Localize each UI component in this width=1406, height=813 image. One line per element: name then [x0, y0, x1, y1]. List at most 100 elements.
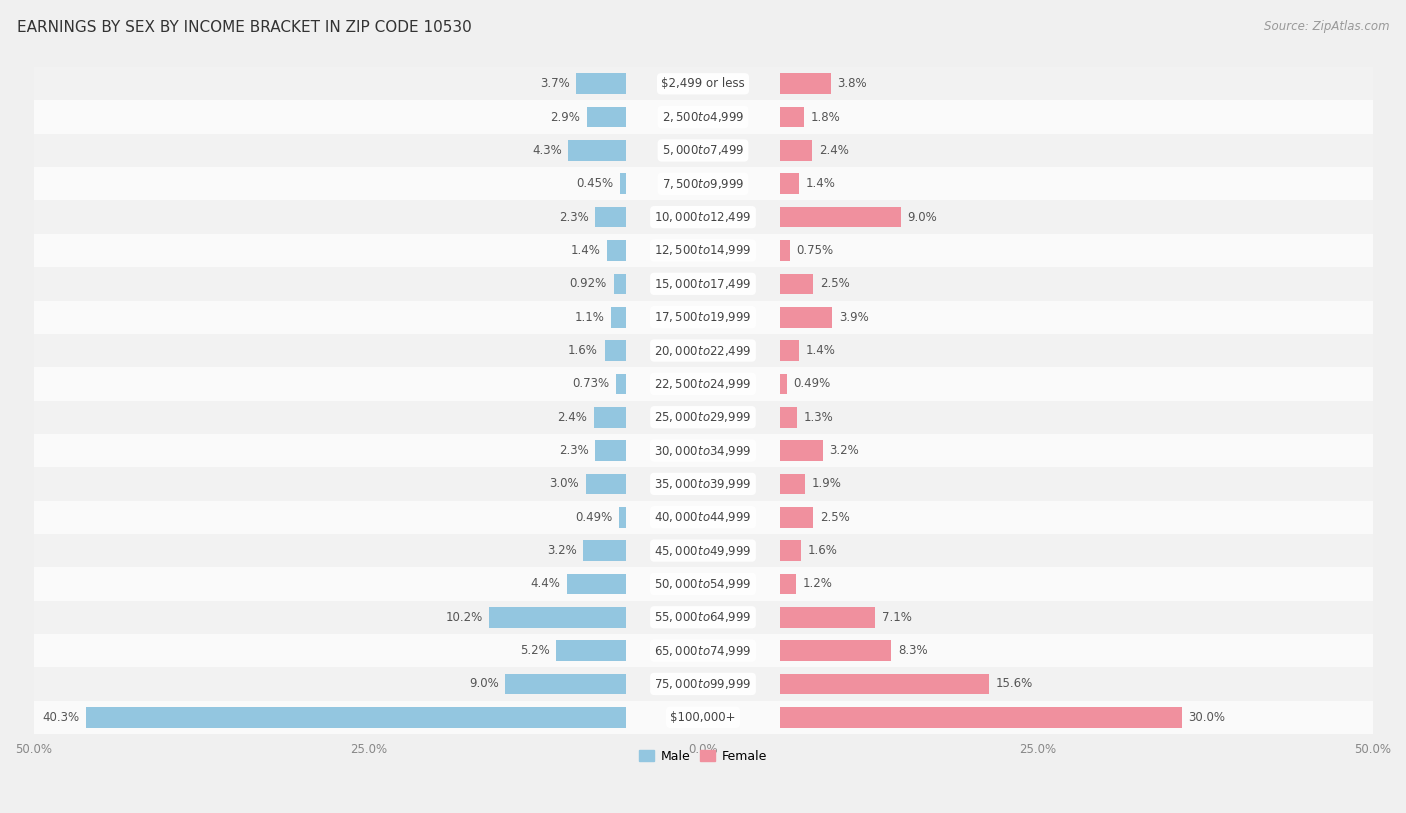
- Bar: [588, 107, 626, 128]
- Text: 3.9%: 3.9%: [839, 311, 869, 324]
- Text: Source: ZipAtlas.com: Source: ZipAtlas.com: [1264, 20, 1389, 33]
- Text: $100,000+: $100,000+: [671, 711, 735, 724]
- Bar: [780, 173, 799, 194]
- Bar: [34, 201, 1372, 234]
- Text: 3.8%: 3.8%: [838, 77, 868, 90]
- Text: 1.3%: 1.3%: [804, 411, 834, 424]
- Bar: [780, 506, 814, 528]
- Bar: [780, 73, 831, 94]
- Legend: Male, Female: Male, Female: [634, 745, 772, 768]
- Bar: [780, 240, 790, 261]
- Text: $30,000 to $34,999: $30,000 to $34,999: [654, 444, 752, 458]
- Bar: [489, 607, 626, 628]
- Text: 3.0%: 3.0%: [550, 477, 579, 490]
- Text: 0.49%: 0.49%: [793, 377, 831, 390]
- Text: $40,000 to $44,999: $40,000 to $44,999: [654, 511, 752, 524]
- Bar: [34, 601, 1372, 634]
- Text: 1.1%: 1.1%: [575, 311, 605, 324]
- Bar: [34, 701, 1372, 734]
- Bar: [34, 234, 1372, 267]
- Text: $75,000 to $99,999: $75,000 to $99,999: [654, 677, 752, 691]
- Text: 2.5%: 2.5%: [820, 511, 849, 524]
- Bar: [780, 674, 988, 694]
- Bar: [34, 434, 1372, 467]
- Text: $12,500 to $14,999: $12,500 to $14,999: [654, 244, 752, 258]
- Text: 40.3%: 40.3%: [42, 711, 80, 724]
- Bar: [34, 501, 1372, 534]
- Bar: [34, 101, 1372, 134]
- Bar: [586, 473, 626, 494]
- Bar: [34, 667, 1372, 701]
- Bar: [605, 340, 626, 361]
- Bar: [34, 634, 1372, 667]
- Bar: [595, 440, 626, 461]
- Text: 2.3%: 2.3%: [558, 444, 589, 457]
- Text: 8.3%: 8.3%: [898, 644, 928, 657]
- Text: 2.3%: 2.3%: [558, 211, 589, 224]
- Bar: [780, 273, 814, 294]
- Bar: [34, 134, 1372, 167]
- Bar: [780, 541, 801, 561]
- Text: 0.49%: 0.49%: [575, 511, 613, 524]
- Bar: [576, 73, 626, 94]
- Bar: [616, 373, 626, 394]
- Text: 1.6%: 1.6%: [568, 344, 598, 357]
- Text: $20,000 to $22,499: $20,000 to $22,499: [654, 344, 752, 358]
- Bar: [620, 506, 626, 528]
- Text: 5.2%: 5.2%: [520, 644, 550, 657]
- Text: $2,500 to $4,999: $2,500 to $4,999: [662, 110, 744, 124]
- Text: 0.73%: 0.73%: [572, 377, 610, 390]
- Text: 9.0%: 9.0%: [470, 677, 499, 690]
- Text: 1.4%: 1.4%: [806, 344, 835, 357]
- Text: $15,000 to $17,499: $15,000 to $17,499: [654, 277, 752, 291]
- Text: 10.2%: 10.2%: [446, 611, 482, 624]
- Text: 1.8%: 1.8%: [811, 111, 841, 124]
- Bar: [780, 574, 796, 594]
- Bar: [607, 240, 626, 261]
- Text: 3.2%: 3.2%: [830, 444, 859, 457]
- Text: 1.2%: 1.2%: [803, 577, 832, 590]
- Bar: [593, 406, 626, 428]
- Bar: [595, 207, 626, 228]
- Text: 3.2%: 3.2%: [547, 544, 576, 557]
- Text: $22,500 to $24,999: $22,500 to $24,999: [654, 377, 752, 391]
- Bar: [780, 440, 823, 461]
- Text: $25,000 to $29,999: $25,000 to $29,999: [654, 411, 752, 424]
- Bar: [34, 567, 1372, 601]
- Bar: [34, 367, 1372, 401]
- Text: $35,000 to $39,999: $35,000 to $39,999: [654, 477, 752, 491]
- Text: 1.4%: 1.4%: [806, 177, 835, 190]
- Text: $17,500 to $19,999: $17,500 to $19,999: [654, 311, 752, 324]
- Text: $7,500 to $9,999: $7,500 to $9,999: [662, 176, 744, 191]
- Text: 0.45%: 0.45%: [576, 177, 613, 190]
- Text: 7.1%: 7.1%: [882, 611, 911, 624]
- Bar: [34, 534, 1372, 567]
- Bar: [34, 467, 1372, 501]
- Text: 2.4%: 2.4%: [818, 144, 849, 157]
- Bar: [780, 207, 900, 228]
- Bar: [34, 401, 1372, 434]
- Bar: [567, 574, 626, 594]
- Bar: [34, 267, 1372, 301]
- Bar: [780, 473, 806, 494]
- Bar: [780, 140, 813, 161]
- Bar: [780, 607, 875, 628]
- Bar: [612, 307, 626, 328]
- Bar: [780, 406, 797, 428]
- Bar: [34, 334, 1372, 367]
- Text: $55,000 to $64,999: $55,000 to $64,999: [654, 611, 752, 624]
- Text: $5,000 to $7,499: $5,000 to $7,499: [662, 143, 744, 158]
- Text: $2,499 or less: $2,499 or less: [661, 77, 745, 90]
- Bar: [86, 707, 626, 728]
- Bar: [780, 107, 804, 128]
- Text: 3.7%: 3.7%: [540, 77, 569, 90]
- Bar: [34, 167, 1372, 201]
- Bar: [780, 373, 786, 394]
- Text: $50,000 to $54,999: $50,000 to $54,999: [654, 577, 752, 591]
- Text: 1.6%: 1.6%: [808, 544, 838, 557]
- Text: 0.75%: 0.75%: [797, 244, 834, 257]
- Bar: [568, 140, 626, 161]
- Bar: [780, 340, 799, 361]
- Text: 2.5%: 2.5%: [820, 277, 849, 290]
- Text: $65,000 to $74,999: $65,000 to $74,999: [654, 644, 752, 658]
